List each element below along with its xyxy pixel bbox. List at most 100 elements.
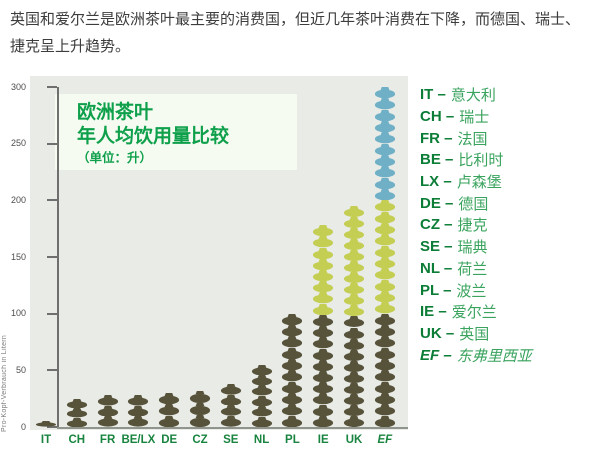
column-NL [251, 364, 273, 427]
y-tick-label: 150 [10, 251, 26, 262]
tea-icon [251, 416, 273, 427]
tea-icon [374, 87, 396, 99]
legend-item-name: 德国 [458, 195, 489, 213]
tea-icon [374, 211, 396, 223]
tea-icon [343, 228, 365, 240]
y-tick-label: 250 [10, 138, 26, 149]
x-axis-label: DE [161, 434, 178, 446]
tea-icon [312, 370, 334, 383]
legend-item-name: 瑞士 [459, 109, 490, 127]
y-tick-mark [47, 426, 57, 428]
legend-item: CH – 瑞士 [420, 106, 595, 128]
tea-icon [343, 382, 365, 394]
y-tick-label: 200 [10, 194, 26, 205]
tea-icon [312, 337, 334, 349]
tea-icon [97, 395, 119, 406]
tea-icon [281, 381, 303, 393]
tea-icon [312, 359, 334, 371]
legend-item-name: 意大利 [450, 87, 496, 105]
tea-icon [312, 415, 334, 427]
tea-icon [374, 109, 396, 121]
column-EF [374, 87, 396, 427]
tea-icon [374, 415, 396, 427]
tea-icon [220, 394, 242, 406]
column-BE/LX [127, 395, 149, 427]
tea-icon [374, 381, 396, 393]
tea-icon [343, 294, 365, 306]
legend-item: LX – 卢森堡 [420, 171, 595, 193]
y-tick-label: 0 [20, 421, 26, 432]
legend-item-name: 比利时 [458, 152, 504, 170]
legend-item-name: 波兰 [456, 282, 487, 300]
legend-item-code: SE – [420, 238, 453, 256]
tea-icon [158, 393, 180, 405]
x-axis-label: EF [377, 434, 393, 446]
tea-icon [312, 326, 334, 338]
tea-icon [66, 408, 88, 418]
tea-icon [158, 415, 180, 427]
y-axis-title: Pro-Kopf-Verbrauch in Litern [1, 334, 8, 432]
tea-icon [343, 415, 365, 427]
legend-item-name: 瑞典 [457, 239, 488, 257]
tea-icon [374, 279, 396, 291]
tea-icon [374, 166, 396, 178]
legend-item-code: DE – [420, 194, 454, 212]
y-axis-line [57, 87, 59, 428]
tea-icon [281, 415, 303, 427]
column-CH [66, 398, 88, 427]
tea-icon [374, 200, 396, 212]
tea-icon [312, 314, 334, 327]
tea-icon [343, 283, 365, 295]
tea-icon [189, 414, 211, 427]
tea-icon [66, 417, 88, 427]
column-UK [343, 206, 365, 427]
legend-item-code: IT – [420, 86, 446, 104]
legend-item-name: 捷克 [457, 217, 488, 235]
legend-item-code: CH – [420, 108, 455, 126]
tea-icon [97, 416, 119, 427]
legend-item-code: PL – [420, 281, 452, 299]
tea-icon [343, 261, 365, 273]
tea-icon [220, 405, 242, 417]
tea-icon [35, 421, 57, 427]
tea-icon [312, 247, 334, 259]
tea-icon [374, 268, 396, 280]
tea-icon [312, 225, 334, 237]
tea-icon [312, 382, 334, 394]
chart-unit-note: （单位：升） [77, 151, 153, 165]
tea-icon [374, 256, 396, 269]
y-tick-mark [47, 86, 57, 88]
x-axis-label: PL [285, 434, 300, 446]
tea-icon [127, 416, 149, 427]
tea-icon [251, 375, 273, 386]
tea-icon [189, 402, 211, 415]
legend-item-name: 东弗里西亚 [456, 347, 532, 365]
tea-icon [374, 302, 396, 314]
tea-icon [374, 324, 396, 337]
tea-icon [312, 404, 334, 416]
tea-icon [343, 327, 365, 339]
tea-icon [374, 154, 396, 167]
tea-icon [374, 347, 396, 359]
tea-icon [374, 370, 396, 382]
tea-icon [97, 405, 119, 417]
tea-icon [251, 395, 273, 407]
tea-icon [251, 406, 273, 417]
y-tick-mark [47, 199, 57, 202]
tea-icon [281, 347, 303, 359]
x-axis-label: IE [317, 434, 329, 446]
y-tick-mark [47, 312, 57, 315]
tea-icon [374, 143, 396, 155]
column-IE [312, 225, 334, 427]
tea-icon [374, 234, 396, 246]
tea-icon [343, 371, 365, 383]
x-axis-label: FR [99, 434, 116, 446]
chart-title-box: 欧洲茶叶 年人均饮用量比较 （单位：升） [55, 94, 297, 170]
legend-item: UK – 英国 [420, 323, 595, 345]
legend-item-code: CZ – [420, 216, 453, 234]
y-tick-mark [47, 369, 57, 372]
legend-item-code: LX – [420, 173, 452, 191]
y-tick-mark [47, 256, 57, 258]
column-FR [97, 395, 119, 427]
